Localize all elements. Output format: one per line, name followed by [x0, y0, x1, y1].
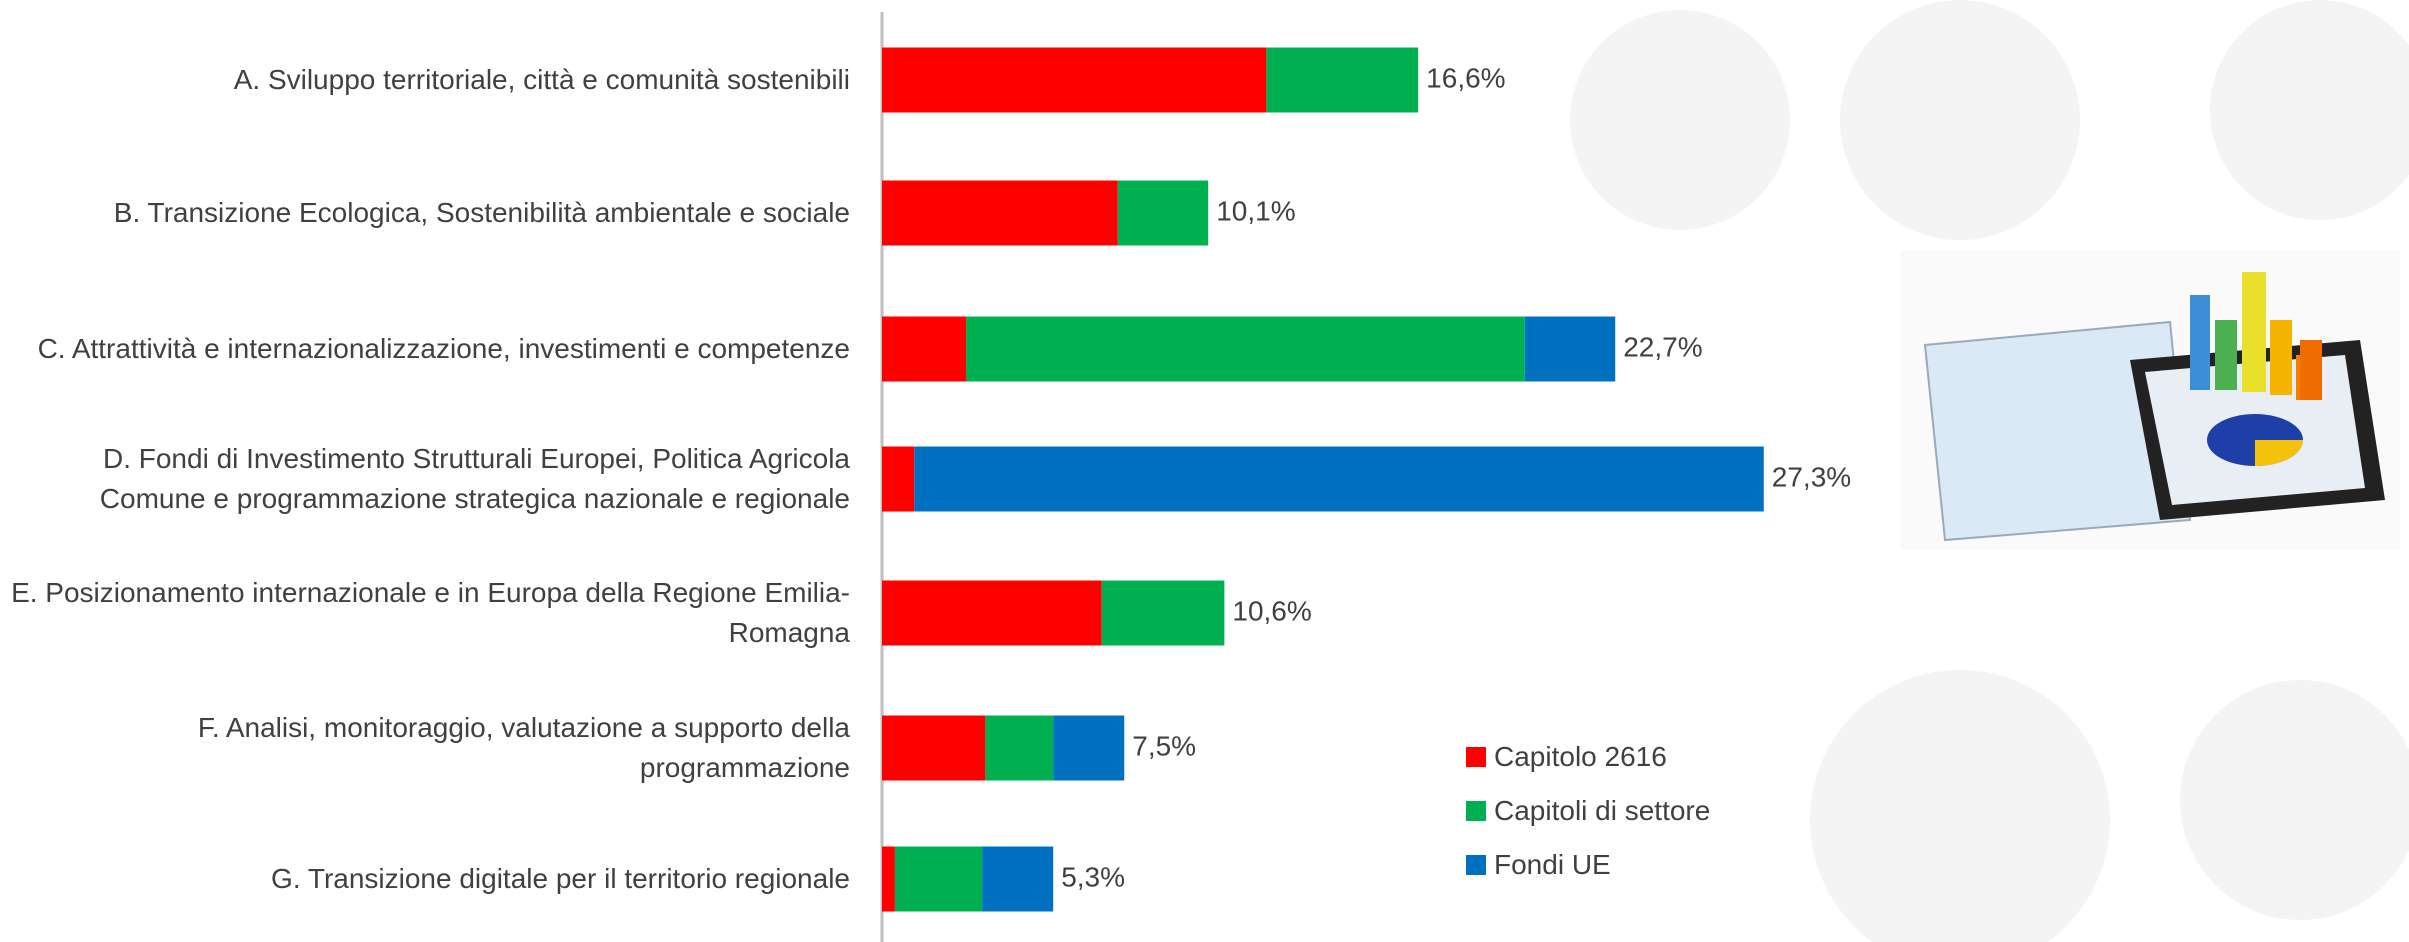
legend-label: Fondi UE	[1494, 849, 1611, 881]
bar-segment	[1102, 581, 1225, 646]
legend-label: Capitoli di settore	[1494, 795, 1710, 827]
total-label: 10,1%	[1216, 195, 1295, 226]
bar-segment	[914, 447, 1763, 512]
bar-segment	[1053, 716, 1124, 781]
bar-segment	[882, 847, 895, 912]
bar-segment	[985, 716, 1053, 781]
bar-segment	[882, 716, 985, 781]
tablet-illustration	[1900, 250, 2400, 550]
bar-segment	[982, 847, 1053, 912]
total-label: 27,3%	[1772, 461, 1851, 492]
legend-swatch	[1466, 747, 1486, 767]
category-label: C. Attrattività e internazionalizzazione…	[8, 329, 850, 369]
bar-segment	[895, 847, 982, 912]
category-label: E. Posizionamento internazionale e in Eu…	[8, 573, 850, 653]
bar-segment	[882, 181, 1118, 246]
bar-segment	[882, 447, 914, 512]
total-label: 5,3%	[1061, 861, 1125, 892]
category-label: G. Transizione digitale per il territori…	[8, 859, 850, 899]
category-label: F. Analisi, monitoraggio, valutazione a …	[8, 708, 850, 788]
bar-segment	[1266, 48, 1418, 113]
total-label: 7,5%	[1132, 730, 1196, 761]
category-label: D. Fondi di Investimento Strutturali Eur…	[8, 439, 850, 519]
bar-segment	[882, 48, 1266, 113]
category-label: B. Transizione Ecologica, Sostenibilità …	[8, 193, 850, 233]
legend-label: Capitolo 2616	[1494, 741, 1667, 773]
bar-segment	[882, 317, 966, 382]
bar-segment	[966, 317, 1525, 382]
legend-swatch	[1466, 855, 1486, 875]
bar-segment	[1525, 317, 1615, 382]
bar-segment	[1118, 181, 1208, 246]
page: {"chart_data": {"type": "stacked-bar-hor…	[0, 0, 2409, 942]
total-label: 22,7%	[1623, 331, 1702, 362]
total-label: 10,6%	[1232, 595, 1311, 626]
bar-segment	[882, 581, 1102, 646]
legend-swatch	[1466, 801, 1486, 821]
total-label: 16,6%	[1426, 62, 1505, 93]
category-label: A. Sviluppo territoriale, città e comuni…	[8, 60, 850, 100]
